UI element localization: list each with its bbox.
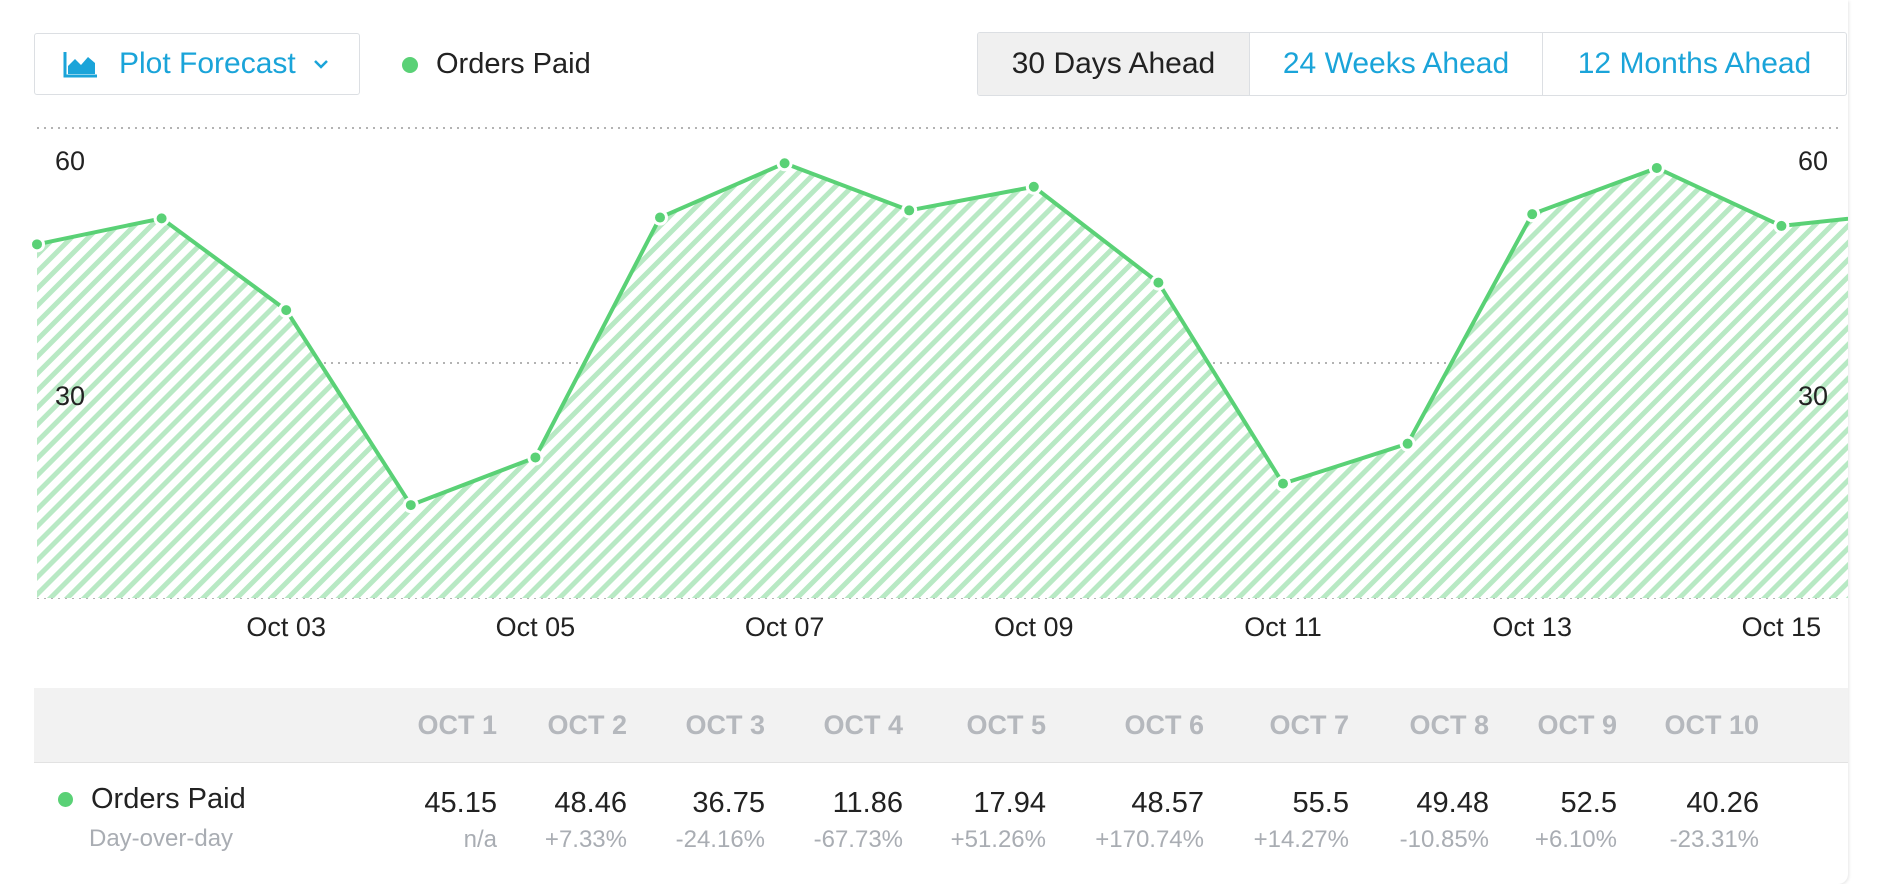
orders-paid-chart: 30 30 60 60 Oct 03 Oct 05 Oct 07 Oct 09 Oct 11 O… <box>29 127 1848 642</box>
series-line <box>36 161 1848 508</box>
column-header: OCT 10 <box>1664 710 1759 740</box>
chart-legend: Orders Paid <box>402 48 591 81</box>
data-point <box>1648 159 1665 176</box>
cell-delta: +6.10% <box>1534 826 1617 853</box>
cell-value: 11.86 <box>832 787 903 819</box>
data-point <box>901 202 918 219</box>
data-point <box>1275 475 1291 492</box>
table-cell: 52.5 +6.10% <box>1417 783 1617 855</box>
cell-delta: +170.74% <box>1095 826 1204 853</box>
cell-value: 45.15 <box>424 787 497 819</box>
data-point <box>652 209 668 226</box>
cell-value: 40.26 <box>1686 787 1759 819</box>
area-chart-icon <box>63 52 97 78</box>
data-point <box>29 236 45 253</box>
table-cell: 48.46 +7.33% <box>427 783 627 855</box>
cell-delta: -10.85% <box>1399 826 1489 853</box>
x-tick-label: Oct 07 <box>745 612 825 642</box>
cell-delta: +14.27% <box>1253 826 1349 853</box>
data-point <box>278 302 295 319</box>
table-cell: 48.57 +170.74% <box>1004 783 1204 855</box>
y-tick-label-right: 60 <box>1798 146 1828 176</box>
x-tick-label: Oct 11 <box>1244 612 1322 642</box>
series-area <box>37 163 1848 598</box>
cell-value: 55.5 <box>1292 787 1349 819</box>
column-header: OCT 2 <box>547 710 627 740</box>
table-cell: 55.5 +14.27% <box>1149 783 1349 855</box>
column-header: OCT 1 <box>417 710 497 740</box>
cell-value: 48.57 <box>1131 787 1204 819</box>
data-point <box>1150 274 1167 291</box>
data-point <box>527 449 544 466</box>
x-tick-label: Oct 15 <box>1742 612 1822 642</box>
y-tick-label-left: 30 <box>55 381 85 411</box>
data-point <box>1399 435 1416 452</box>
forecast-toolbar: Plot Forecast Orders Paid 30 Days Ahead … <box>0 0 1848 100</box>
table-row: Orders Paid Day-over-day 45.15 n/a 48.46 +7… <box>34 763 1848 884</box>
column-header: OCT 3 <box>685 710 765 740</box>
data-point <box>402 497 419 514</box>
cell-value: 17.94 <box>973 787 1046 819</box>
cell-delta: -23.31% <box>1669 826 1759 853</box>
data-point <box>1524 206 1541 223</box>
table-cell: 1-63 <box>1708 783 1848 855</box>
column-header: OCT 6 <box>1124 710 1204 740</box>
table-cell: 17.94 +51.26% <box>846 783 1046 855</box>
column-header: OC <box>1708 688 1848 762</box>
column-header: OCT 8 <box>1409 710 1489 740</box>
row-series-label: Orders Paid <box>91 783 246 815</box>
y-tick-label-left: 60 <box>55 146 85 176</box>
data-point <box>776 155 793 172</box>
data-point <box>1773 217 1790 234</box>
range-selector: 30 Days Ahead 24 Weeks Ahead 12 Months A… <box>977 32 1847 96</box>
table-cell: 49.48 -10.85% <box>1289 783 1489 855</box>
row-series-name: Orders Paid <box>58 783 246 816</box>
table-cell: 45.15 n/a <box>297 783 497 855</box>
range-option-24-weeks[interactable]: 24 Weeks Ahead <box>1249 33 1542 95</box>
range-option-12-months[interactable]: 12 Months Ahead <box>1542 33 1846 95</box>
plot-forecast-label: Plot Forecast <box>119 47 296 80</box>
data-point <box>153 210 170 227</box>
table-cell: 11.86 -67.73% <box>703 783 903 855</box>
row-sublabel: Day-over-day <box>89 825 234 852</box>
table-cell: 36.75 -24.16% <box>565 783 765 855</box>
data-point <box>1025 178 1042 195</box>
cell-value: 1 <box>1708 783 1848 823</box>
cell-delta: +51.26% <box>950 826 1046 853</box>
plot-forecast-dropdown[interactable]: Plot Forecast <box>34 33 360 95</box>
forecast-table: OCT 1 OCT 2 OCT 3 OCT 4 OCT 5 OCT 6 OCT 7 OCT 8… <box>34 688 1848 884</box>
legend-label: Orders Paid <box>436 48 591 80</box>
table-header: OCT 1 OCT 2 OCT 3 OCT 4 OCT 5 OCT 6 OCT 7 OCT 8… <box>34 688 1848 763</box>
column-header: OCT 7 <box>1269 710 1349 740</box>
x-tick-label: Oct 13 <box>1492 612 1572 642</box>
column-header: OCT 4 <box>823 710 903 740</box>
cell-value: 52.5 <box>1560 787 1617 819</box>
cell-delta: -67.73% <box>813 826 903 853</box>
chevron-down-icon <box>313 60 328 69</box>
cell-delta: n/a <box>463 826 497 853</box>
column-header: OCT 5 <box>966 710 1046 740</box>
series-dot-icon <box>58 792 73 807</box>
legend-dot-icon <box>402 56 418 73</box>
table-cell: 40.26 -23.31% <box>1559 783 1759 855</box>
cell-value: 36.75 <box>692 787 765 819</box>
cell-delta: -24.16% <box>675 826 765 853</box>
x-tick-label: Oct 05 <box>496 612 576 642</box>
x-tick-label: Oct 09 <box>994 612 1074 642</box>
range-option-30-days[interactable]: 30 Days Ahead <box>978 33 1249 95</box>
x-tick-label: Oct 03 <box>246 612 326 642</box>
cell-value: 49.48 <box>1416 787 1489 819</box>
cell-value: 48.46 <box>554 787 627 819</box>
y-tick-label-right: 30 <box>1798 381 1828 411</box>
column-header: OCT 9 <box>1537 710 1617 740</box>
cell-delta: +7.33% <box>544 826 627 853</box>
cell-delta: -63 <box>1708 825 1848 855</box>
